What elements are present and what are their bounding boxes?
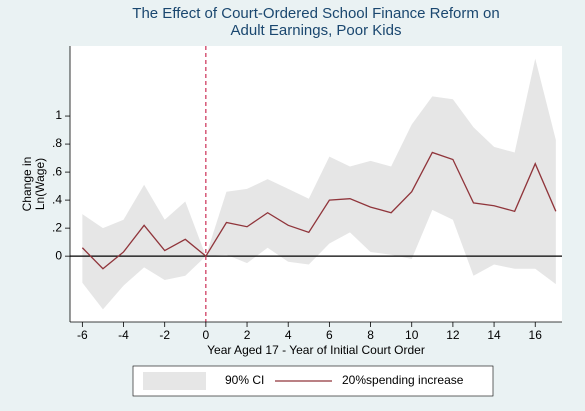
chart-title: Adult Earnings, Poor Kids <box>231 22 402 39</box>
y-tick-label: .2 <box>52 220 62 234</box>
x-tick-label: -4 <box>118 328 129 342</box>
x-axis-label: Year Aged 17 - Year of Initial Court Ord… <box>207 343 425 357</box>
legend-label: 20%spending increase <box>342 373 464 387</box>
x-tick-label: 2 <box>244 328 251 342</box>
legend-swatch <box>143 372 206 390</box>
x-tick-label: 0 <box>203 328 210 342</box>
x-tick-label: 10 <box>405 328 419 342</box>
y-tick-label: 0 <box>55 248 62 262</box>
y-tick-label: .4 <box>52 192 62 206</box>
x-tick-label: -6 <box>77 328 88 342</box>
line <box>81 151 557 270</box>
chart-title: The Effect of Court-Ordered School Finan… <box>132 5 499 22</box>
y-axis-label: Ln(Wage) <box>33 158 47 210</box>
y-tick-label: .6 <box>52 164 62 178</box>
x-tick-label: 16 <box>529 328 543 342</box>
x-tick-label: 4 <box>285 328 292 342</box>
x-tick-label: -2 <box>159 328 170 342</box>
x-tick-label: 14 <box>487 328 501 342</box>
y-tick-label: .8 <box>52 136 62 150</box>
y-tick-label: 1 <box>55 108 62 122</box>
y-axis-label: Change in <box>20 157 34 212</box>
ci-band <box>82 58 556 310</box>
x-tick-label: 6 <box>326 328 333 342</box>
x-tick-label: 8 <box>367 328 374 342</box>
x-tick-label: 12 <box>446 328 460 342</box>
legend-label: 90% CI <box>225 373 264 387</box>
